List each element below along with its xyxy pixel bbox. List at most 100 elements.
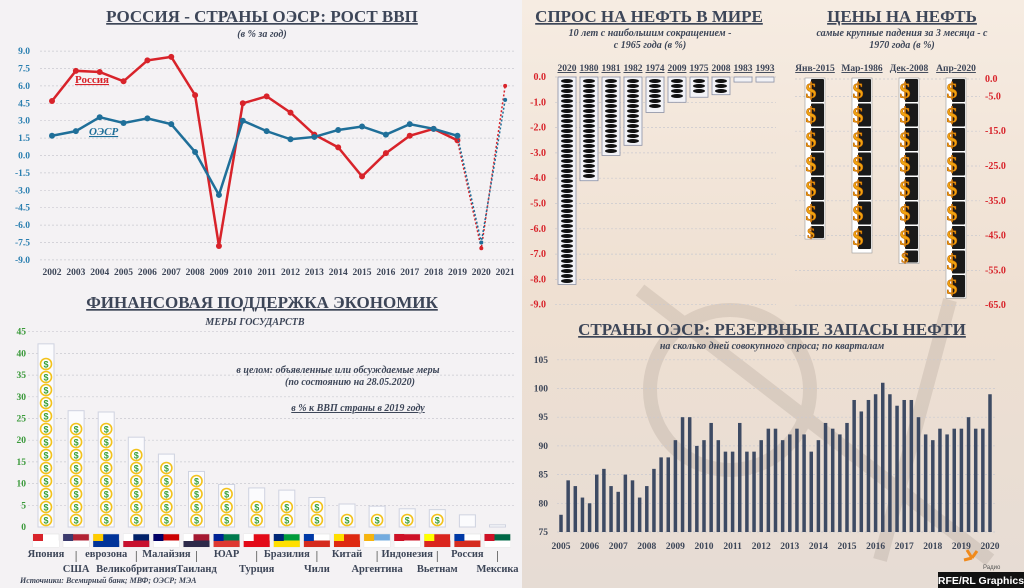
bar	[780, 440, 785, 532]
x-tick-label: 2007	[609, 542, 628, 552]
rferl-logo: Радио	[963, 549, 1001, 571]
dollar-sign-icon: $	[43, 451, 48, 461]
oil-barrel-icon	[627, 84, 639, 88]
dollar-coin-icon	[39, 461, 53, 475]
dollar-coin-icon	[99, 500, 113, 514]
gdp-chart: 9.0 7.5 6.0 4.5 3.0 1.5 0.0 -1.5 -3.0 -4.5 -6.0 -7.…	[15, 47, 515, 278]
country-label: Аргентина	[351, 564, 403, 575]
bar	[909, 399, 914, 532]
bar	[895, 405, 899, 532]
country-label: Мексика	[476, 564, 519, 575]
support-unit: в % к ВВП страны в 2019 году	[291, 403, 425, 414]
country-label: Китай	[332, 549, 362, 560]
bar	[755, 76, 775, 83]
y-tick-label: -7.5	[15, 239, 30, 249]
dollar-coin-icon	[130, 474, 143, 488]
y-tick-label: -4.0	[530, 173, 546, 184]
oil-barrel-icon	[627, 114, 639, 118]
x-tick-label: 2018	[424, 268, 443, 278]
oil-barrel-icon	[858, 201, 871, 225]
y-tick-label: -4.5	[15, 204, 30, 214]
oil-barrel-icon	[627, 94, 639, 98]
dollar-sign-icon: $	[900, 78, 911, 103]
dollar-coin-icon	[39, 474, 53, 488]
flag-stripe	[153, 540, 180, 547]
oil-barrel-icon	[561, 134, 573, 138]
oil-barrel-icon	[561, 269, 573, 273]
dollar-sign-icon: $	[164, 477, 169, 487]
dollar-sign-icon: $	[853, 225, 864, 250]
bar	[709, 422, 713, 532]
russia-point	[335, 144, 342, 151]
dollar-coin-icon	[130, 461, 143, 475]
bar	[981, 428, 985, 532]
oil-barrel-icon	[561, 224, 573, 228]
dollar-coin-icon	[69, 474, 83, 488]
dollar-sign-icon: $	[900, 103, 911, 128]
dollar-sign-icon: $	[74, 438, 79, 448]
y-tick-label: 4.5	[18, 99, 30, 109]
bar	[652, 468, 656, 532]
oil-barrel-icon	[583, 104, 595, 108]
bar	[623, 474, 628, 532]
price-subtitle-1: самые крупные падения за 3 месяца - с	[817, 28, 989, 39]
dollar-sign-icon: $	[74, 490, 79, 500]
oil-barrel-icon	[605, 129, 617, 133]
dollar-sign-icon: $	[435, 516, 440, 526]
oil-barrel-icon	[627, 99, 639, 103]
dollar-coin-icon	[39, 435, 53, 449]
dollar-sign-icon: $	[43, 373, 48, 383]
russia-point	[382, 150, 389, 157]
oil-barrel-icon	[583, 159, 595, 163]
oil-barrel-icon	[605, 149, 617, 153]
demand-title: СПРОС НА НЕФТЬ В МИРЕ	[535, 7, 763, 26]
russia-point	[120, 78, 127, 85]
price-subtitle-2: 1970 года (в %)	[869, 40, 934, 51]
oil-barrel-icon	[905, 128, 918, 151]
dollar-coin-icon	[99, 448, 113, 462]
x-tick-label: 2003	[66, 268, 85, 278]
oecd-point	[192, 149, 199, 156]
dollar-sign-icon: $	[104, 477, 109, 487]
x-tick-label: 2007	[162, 268, 181, 278]
y-tick-label: -3.0	[530, 148, 546, 159]
russia-point	[215, 242, 222, 249]
dollar-sign-icon: $	[900, 201, 911, 226]
oil-barrel-icon	[561, 219, 573, 223]
dollar-sign-icon: $	[134, 503, 139, 513]
y-tick-label: 3.0	[18, 117, 30, 127]
dollar-sign-icon: $	[104, 490, 109, 500]
dollar-sign-icon: $	[43, 412, 48, 422]
oil-barrel-icon	[583, 84, 595, 88]
bar	[788, 434, 792, 532]
oil-barrel-icon	[561, 149, 573, 153]
y-tick-label: 0	[21, 523, 26, 533]
dollar-coin-icon	[400, 513, 414, 527]
country-label: ЮАР	[214, 549, 240, 560]
y-tick-label: 6.0	[18, 82, 30, 92]
russia-point	[406, 132, 413, 139]
credit-label: RFE/RL Graphics	[938, 575, 1024, 587]
x-tick-label: 2010	[695, 542, 714, 552]
oil-barrel-icon	[605, 84, 617, 88]
dollar-sign-icon: $	[947, 176, 958, 201]
flag-canton	[243, 534, 254, 541]
y-tick-label: 5	[21, 501, 26, 511]
dollar-sign-icon: $	[134, 490, 139, 500]
oil-barrel-icon	[605, 94, 617, 98]
oil-barrel-icon	[561, 234, 573, 238]
bar	[859, 411, 864, 532]
dollar-coin-icon	[130, 513, 143, 527]
oil-barrel-icon	[811, 226, 824, 239]
oecd-point	[479, 240, 484, 245]
y-tick-label: 105	[534, 356, 549, 366]
dollar-coin-icon	[130, 448, 143, 462]
oil-barrel-icon	[561, 169, 573, 173]
y-tick-label: -6.0	[15, 221, 30, 231]
gdp-subtitle: (в % за год)	[237, 29, 286, 40]
oil-barrel-icon	[905, 226, 918, 249]
x-tick-label: 2019	[952, 542, 971, 552]
russia-point	[263, 93, 270, 100]
oil-barrel-icon	[561, 84, 573, 88]
dollar-sign-icon: $	[314, 516, 319, 526]
